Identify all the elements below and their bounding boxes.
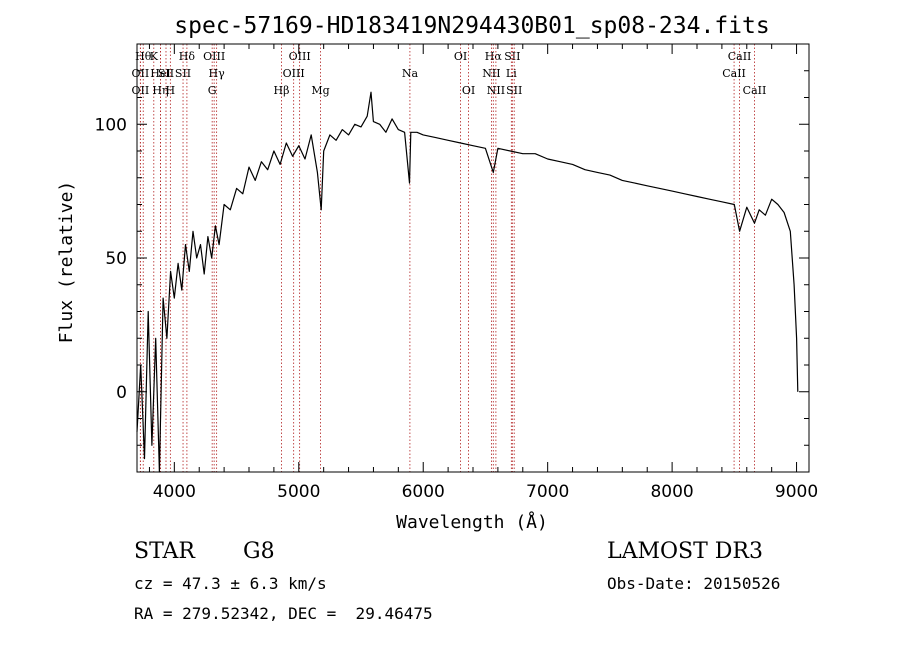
line-label-8: Hδ <box>179 50 196 63</box>
line-label-17: Na <box>402 67 419 80</box>
line-label-25: SII <box>506 84 522 97</box>
x-tick-label-4: 8000 <box>650 482 693 502</box>
line-label-9: SII <box>175 67 191 80</box>
plot-frame <box>136 43 810 473</box>
line-label-21: NII <box>482 67 500 80</box>
spectrum-series <box>136 91 799 473</box>
spectral-subclass: G8 <box>243 539 275 564</box>
y-tick-label-0: 0 <box>116 383 127 403</box>
x-tick-label-0: 4000 <box>153 482 196 502</box>
line-label-12: G <box>208 84 217 97</box>
line-label-26: CaII <box>728 50 752 63</box>
line-label-3: K <box>150 50 159 63</box>
line-label-2: OII <box>132 84 150 97</box>
line-label-20: Hα <box>485 50 503 63</box>
line-label-11: Hγ <box>209 67 226 80</box>
line-label-27: CaII <box>722 67 746 80</box>
chart-title: spec-57169-HD183419N294430B01_sp08-234.f… <box>174 13 769 39</box>
line-label-0: Hθ <box>135 50 152 63</box>
y-tick-label-2: 100 <box>95 115 127 135</box>
line-label-24: Li <box>506 67 517 80</box>
line-label-23: SII <box>504 50 520 63</box>
line-label-14: OIII <box>283 67 305 80</box>
line-label-28: CaII <box>743 84 767 97</box>
y-tick-label-1: 50 <box>105 249 127 269</box>
x-tick-label-5: 9000 <box>775 482 818 502</box>
y-axis-label: Flux (relative) <box>56 181 77 344</box>
coordinates: RA = 279.52342, DEC = 29.46475 <box>134 604 433 623</box>
x-tick-label-3: 7000 <box>526 482 569 502</box>
line-label-15: Hβ <box>274 84 290 97</box>
line-label-22: NII <box>487 84 505 97</box>
line-label-10: OIII <box>203 50 225 63</box>
line-label-6: SII <box>158 67 174 80</box>
object-class: STAR <box>134 539 195 564</box>
x-axis-label: Wavelength (Å) <box>396 511 548 533</box>
survey-name: LAMOST DR3 <box>607 539 763 564</box>
line-label-13: OIII <box>289 50 311 63</box>
line-label-19: OI <box>462 84 475 97</box>
x-tick-label-1: 5000 <box>277 482 320 502</box>
line-label-5: Hη <box>152 84 168 97</box>
redshift-velocity: cz = 47.3 ± 6.3 km/s <box>134 574 327 593</box>
line-label-16: Mg <box>311 84 329 97</box>
x-tick-label-2: 6000 <box>402 482 445 502</box>
line-label-18: OI <box>454 50 467 63</box>
line-label-7: H <box>166 84 176 97</box>
observation-date: Obs-Date: 20150526 <box>607 574 781 593</box>
